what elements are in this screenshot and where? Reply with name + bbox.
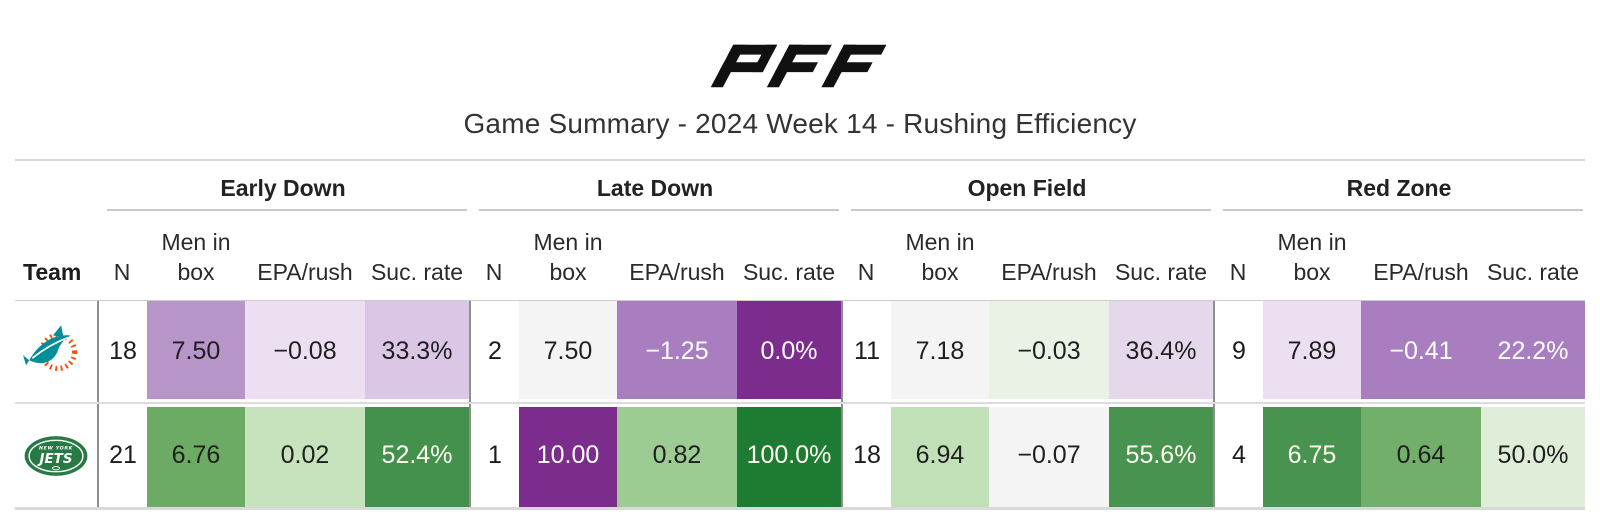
- n-cell: 21: [97, 404, 147, 507]
- epa-cell: 0.64: [1361, 404, 1481, 507]
- n-cell: 18: [97, 301, 147, 402]
- epa-cell: −0.03: [989, 301, 1109, 402]
- n-column-header: N: [857, 259, 875, 286]
- men-in-box-cell: 7.50: [147, 301, 245, 402]
- epa-column-header: EPA/rush: [1001, 259, 1097, 286]
- team-row-dolphins: 18 7.50 −0.08 33.3% 2 7.50 −1.25 0.0% 11…: [15, 301, 1585, 404]
- men-in-box-column-header: Men in box: [891, 211, 989, 300]
- n-cell: 9: [1213, 301, 1263, 402]
- epa-column-header: EPA/rush: [629, 259, 725, 286]
- suc-rate-cell: 33.3%: [365, 301, 469, 402]
- n-column-header: N: [485, 259, 503, 286]
- suc-rate-column-header: Suc. rate: [1486, 259, 1580, 286]
- suc-rate-cell: 36.4%: [1109, 301, 1213, 402]
- page-title: Game Summary - 2024 Week 14 - Rushing Ef…: [463, 108, 1137, 139]
- suc-rate-cell: 52.4%: [365, 404, 469, 507]
- epa-column-header: EPA/rush: [257, 259, 353, 286]
- men-in-box-line1: Men in: [1277, 229, 1347, 256]
- men-in-box-cell: 7.18: [891, 301, 989, 402]
- new-york-jets-logo: NEW YORK JETS: [15, 404, 97, 507]
- men-in-box-line1: Men in: [533, 229, 603, 256]
- suc-rate-cell: 50.0%: [1481, 404, 1585, 507]
- men-in-box-column-header: Men in box: [519, 211, 617, 300]
- suc-rate-cell: 0.0%: [737, 301, 841, 402]
- epa-column-header: EPA/rush: [1373, 259, 1469, 286]
- men-in-box-line2: box: [1293, 259, 1331, 286]
- epa-cell: −1.25: [617, 301, 737, 402]
- n-cell: 1: [469, 404, 519, 507]
- men-in-box-cell: 7.89: [1263, 301, 1361, 402]
- group-label: Early Down: [220, 175, 346, 201]
- group-header-spacer: [15, 161, 97, 211]
- jets-oval-icon: NEW YORK JETS: [24, 435, 88, 476]
- header-band: PFF: [0, 0, 1600, 92]
- men-in-box-line1: Men in: [161, 229, 231, 256]
- men-in-box-column-header: Men in box: [1263, 211, 1361, 300]
- men-in-box-line1: Men in: [905, 229, 975, 256]
- men-in-box-line2: box: [921, 259, 959, 286]
- group-header-red-zone: Red Zone: [1213, 161, 1585, 211]
- group-header-early-down: Early Down: [97, 161, 469, 211]
- men-in-box-cell: 6.94: [891, 404, 989, 507]
- svg-text:JETS: JETS: [36, 452, 72, 467]
- men-in-box-column-header: Men in box: [147, 211, 245, 300]
- men-in-box-cell: 7.50: [519, 301, 617, 402]
- team-column-header: Team: [23, 259, 82, 286]
- n-cell: 11: [841, 301, 891, 402]
- rushing-efficiency-table: Early Down Late Down Open Field Red Zone…: [15, 161, 1585, 510]
- dolphin-sunburst-icon: [23, 324, 78, 371]
- group-label: Late Down: [596, 175, 714, 201]
- epa-cell: 0.02: [245, 404, 365, 507]
- men-in-box-line2: box: [177, 259, 215, 286]
- group-header-open-field: Open Field: [841, 161, 1213, 211]
- n-column-header: N: [113, 259, 131, 286]
- suc-rate-cell: 22.2%: [1481, 301, 1585, 402]
- men-in-box-cell: 10.00: [519, 404, 617, 507]
- svg-text:NEW YORK: NEW YORK: [39, 445, 73, 451]
- group-label: Red Zone: [1346, 175, 1452, 201]
- group-label: Open Field: [967, 175, 1087, 201]
- n-cell: 4: [1213, 404, 1263, 507]
- men-in-box-cell: 6.75: [1263, 404, 1361, 507]
- suc-rate-cell: 100.0%: [737, 404, 841, 507]
- suc-rate-column-header: Suc. rate: [370, 259, 464, 286]
- epa-cell: −0.41: [1361, 301, 1481, 402]
- epa-cell: −0.08: [245, 301, 365, 402]
- miami-dolphins-logo: [15, 301, 97, 402]
- title-divider: [15, 159, 1585, 161]
- group-header-row: Early Down Late Down Open Field Red Zone: [15, 161, 1585, 211]
- group-header-late-down: Late Down: [469, 161, 841, 211]
- n-cell: 2: [469, 301, 519, 402]
- epa-cell: 0.82: [617, 404, 737, 507]
- epa-cell: −0.07: [989, 404, 1109, 507]
- men-in-box-cell: 6.76: [147, 404, 245, 507]
- n-cell: 18: [841, 404, 891, 507]
- suc-rate-cell: 55.6%: [1109, 404, 1213, 507]
- n-column-header: N: [1229, 259, 1247, 286]
- column-header-row: Team N Men in box EPA/rush Suc. rate N M…: [15, 211, 1585, 301]
- team-row-jets: NEW YORK JETS 21 6.76 0.02 52.4% 1 10.00…: [15, 404, 1585, 507]
- men-in-box-line2: box: [549, 259, 587, 286]
- pff-logo: PFF: [710, 44, 887, 88]
- suc-rate-column-header: Suc. rate: [1114, 259, 1208, 286]
- suc-rate-column-header: Suc. rate: [742, 259, 836, 286]
